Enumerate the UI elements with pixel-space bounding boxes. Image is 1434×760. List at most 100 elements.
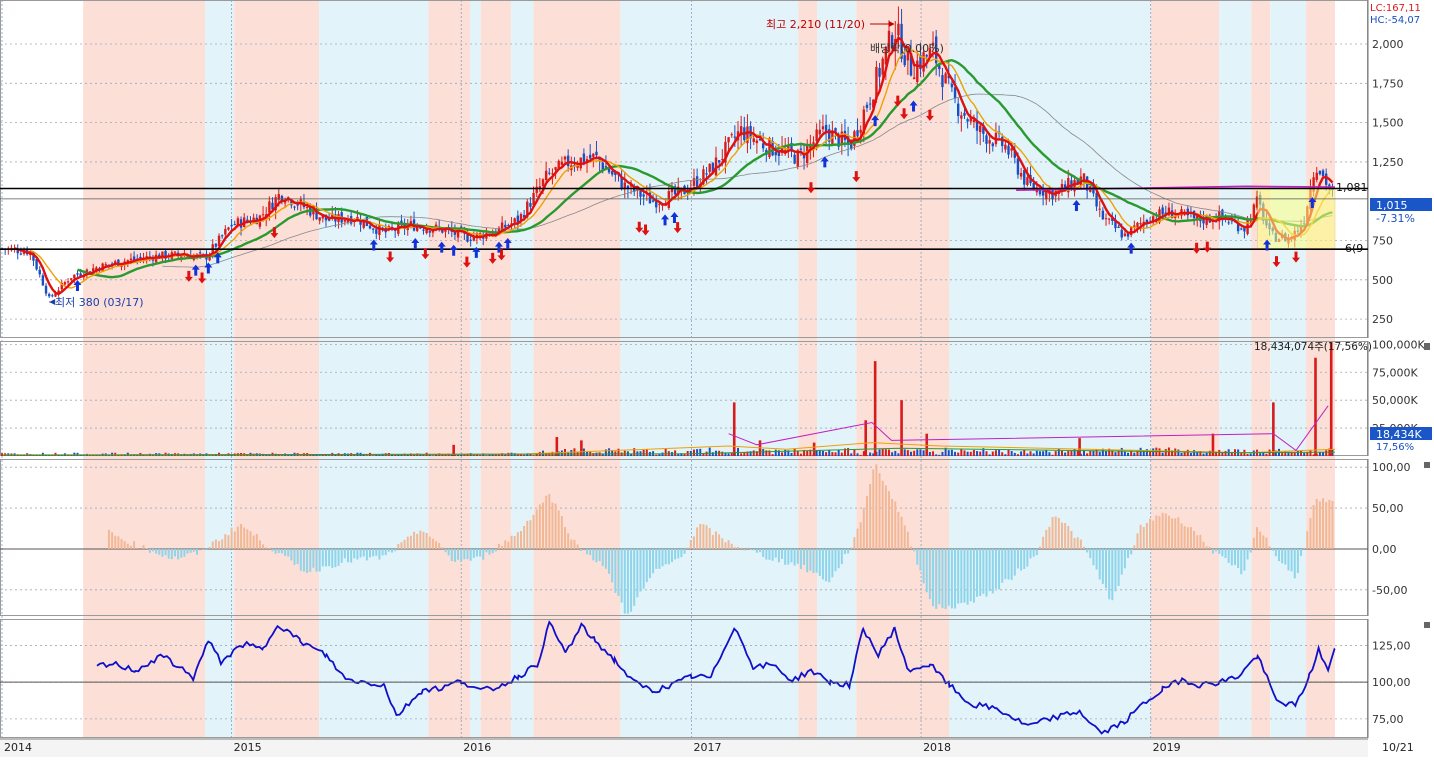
osc-bar: [910, 547, 912, 549]
volume-bar: [853, 450, 855, 456]
osc-bar: [1036, 549, 1038, 555]
osc-bar: [1240, 549, 1242, 574]
band-blue: [1270, 0, 1306, 738]
osc-bar: [190, 549, 192, 553]
price-tick-label: 250: [1372, 313, 1393, 326]
osc-bar: [891, 499, 893, 549]
osc-bar: [800, 549, 802, 569]
osc-bar: [797, 549, 799, 564]
price-candle: [548, 173, 550, 174]
volume-bar: [1231, 453, 1233, 456]
volume-bar: [1033, 453, 1035, 456]
osc-bar: [1306, 531, 1308, 549]
volume-bar: [1001, 452, 1003, 456]
price-candle: [105, 264, 107, 265]
osc-bar: [1111, 549, 1113, 600]
volume-bar: [998, 450, 1000, 456]
volume-bar: [643, 450, 645, 456]
osc-bar: [435, 541, 437, 549]
volume-bar: [1297, 451, 1299, 456]
volume-bar: [1023, 450, 1025, 456]
volume-bar: [897, 453, 899, 456]
osc-bar: [684, 549, 686, 554]
osc-bar: [728, 540, 730, 549]
osc-bar: [1187, 527, 1189, 549]
osc-bar: [1319, 501, 1321, 549]
volume-bar: [665, 448, 667, 456]
osc-bar: [114, 536, 116, 549]
osc-bar: [614, 549, 616, 593]
osc-bar: [350, 549, 352, 563]
price-candle: [768, 138, 770, 157]
volume-bar: [888, 450, 890, 456]
osc-bar: [1174, 518, 1176, 549]
osc-bar: [592, 549, 594, 560]
volume-bar: [1017, 454, 1019, 456]
osc-bar: [523, 526, 525, 549]
volume-bar: [1061, 451, 1063, 456]
osc-bar: [174, 549, 176, 556]
osc-bar: [1262, 535, 1264, 549]
price-candle: [822, 126, 824, 129]
osc-bar: [787, 549, 789, 565]
osc-bar: [1162, 513, 1164, 549]
osc-bar: [1008, 549, 1010, 580]
price-candle: [45, 286, 47, 294]
osc-bar: [1105, 549, 1107, 588]
osc-bar: [526, 521, 528, 549]
osc-bar: [130, 546, 132, 549]
volume-bar: [624, 451, 626, 456]
osc-bar: [1272, 549, 1274, 551]
osc-bar: [479, 549, 481, 557]
osc-bar: [1297, 549, 1299, 573]
osc-bar: [1045, 530, 1047, 549]
volume-bar: [1218, 450, 1220, 456]
price-candle: [1001, 137, 1003, 146]
volume-bar: [1011, 451, 1013, 456]
osc-bar: [1303, 548, 1305, 549]
price-candle: [960, 115, 962, 118]
osc-bar: [485, 549, 487, 552]
price-candle: [70, 278, 72, 279]
x-tick-label: 2019: [1153, 741, 1181, 754]
volume-bar: [693, 450, 695, 456]
osc-bar: [926, 549, 928, 592]
osc-bar: [860, 522, 862, 549]
price-candle: [1253, 205, 1255, 218]
osc-bar: [108, 530, 110, 549]
osc-bar: [171, 549, 173, 559]
low-annotation: 최저 380 (03/17): [55, 296, 144, 309]
price-candle: [1240, 229, 1242, 230]
osc-bar: [551, 503, 553, 549]
osc-bar: [923, 549, 925, 583]
osc-bar: [989, 549, 991, 591]
price-candle: [48, 294, 50, 296]
osc-bar: [756, 549, 758, 553]
osc-bar: [627, 549, 629, 614]
price-candle: [375, 229, 377, 234]
volume-bar: [1127, 453, 1129, 456]
osc-bar: [973, 549, 975, 603]
osc-bar: [737, 547, 739, 549]
osc-bar: [312, 549, 314, 568]
osc-bar: [1287, 549, 1289, 570]
price-candle: [869, 104, 871, 105]
panel-menu-marker: [1424, 622, 1430, 628]
volume-bar: [1089, 451, 1091, 456]
price-candle: [1139, 223, 1141, 224]
osc-bar: [888, 491, 890, 549]
osc-bar: [1237, 549, 1239, 568]
volume-bar: [372, 455, 374, 456]
osc-bar: [448, 549, 450, 555]
band-red: [1251, 0, 1270, 738]
price-candle: [199, 252, 201, 253]
volume-bar: [325, 455, 327, 456]
volume-tick-label: 75,000K: [1372, 366, 1418, 379]
osc-bar: [429, 537, 431, 549]
osc-bar: [690, 540, 692, 549]
osc-bar: [1294, 549, 1296, 578]
osc-bar: [253, 535, 255, 549]
volume-bar: [1162, 453, 1164, 456]
